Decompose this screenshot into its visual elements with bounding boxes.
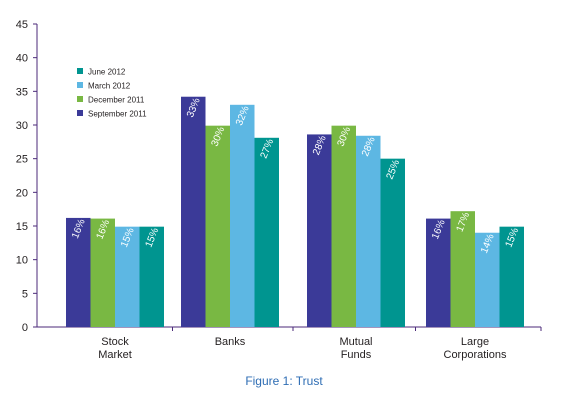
category-label: Mutual — [339, 336, 372, 348]
legend-label: March 2012 — [88, 82, 131, 91]
legend-swatch — [77, 110, 83, 116]
bar — [380, 158, 405, 327]
legend-swatch — [77, 82, 83, 88]
y-tick-label: 30 — [16, 120, 28, 132]
bar — [307, 134, 332, 327]
bar — [475, 232, 500, 327]
bar — [450, 211, 475, 327]
y-tick-label: 15 — [16, 221, 28, 233]
bar — [181, 96, 206, 327]
bar — [115, 226, 140, 327]
bar — [331, 125, 356, 327]
bar — [66, 217, 91, 327]
y-tick-label: 10 — [16, 255, 28, 267]
legend-label: June 2012 — [88, 68, 126, 77]
legend-swatch — [77, 68, 83, 74]
bar — [90, 218, 115, 327]
legend-label: December 2011 — [88, 96, 145, 105]
y-tick-label: 40 — [16, 53, 28, 65]
bar — [205, 125, 230, 327]
bar — [254, 137, 279, 327]
bar — [426, 218, 451, 327]
category-label: Large — [461, 336, 489, 348]
y-tick-label: 0 — [22, 322, 28, 334]
category-label: Market — [98, 349, 132, 361]
category-label: Banks — [215, 336, 246, 348]
bar — [139, 226, 164, 327]
legend-label: September 2011 — [88, 110, 147, 119]
y-tick-label: 20 — [16, 187, 28, 199]
legend-swatch — [77, 96, 83, 102]
category-label: Funds — [341, 349, 372, 361]
bar — [499, 226, 524, 327]
category-label: Corporations — [444, 349, 507, 361]
y-tick-label: 25 — [16, 154, 28, 166]
y-tick-label: 45 — [16, 19, 28, 31]
figure-caption: Figure 1: Trust — [245, 374, 323, 388]
y-tick-label: 35 — [16, 86, 28, 98]
bar — [230, 104, 255, 327]
bar — [356, 135, 381, 327]
category-label: Stock — [101, 336, 129, 348]
y-tick-label: 5 — [22, 288, 28, 300]
